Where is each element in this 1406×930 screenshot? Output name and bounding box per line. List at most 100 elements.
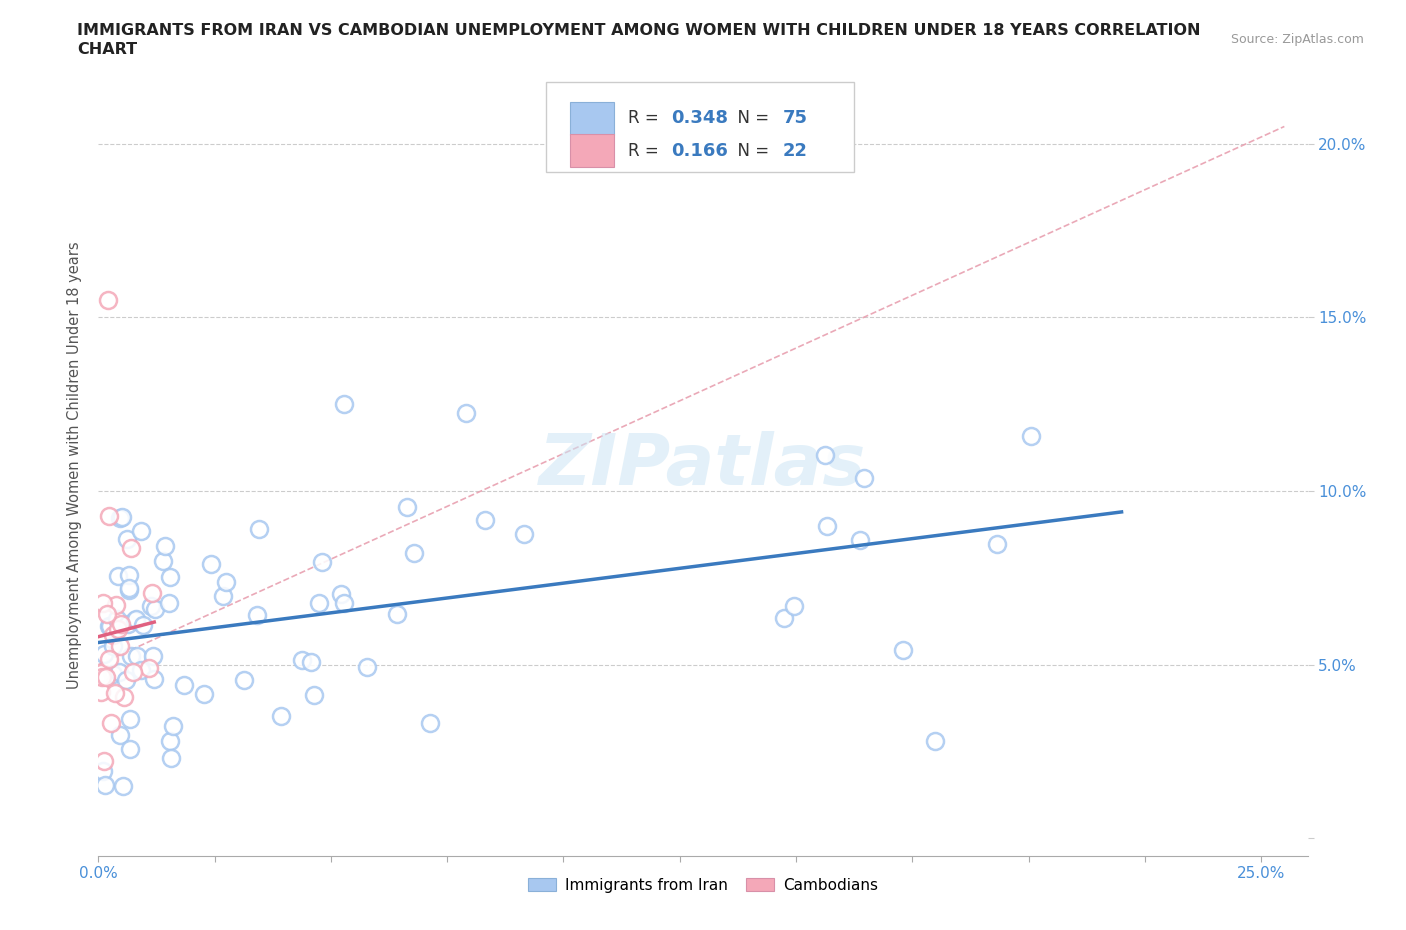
FancyBboxPatch shape bbox=[546, 82, 855, 172]
Point bbox=[162, 718, 184, 733]
Point bbox=[193, 687, 215, 702]
Point bbox=[159, 734, 181, 749]
Point bbox=[107, 568, 129, 583]
Point bbox=[772, 610, 794, 625]
Point bbox=[98, 618, 121, 633]
Point bbox=[291, 652, 314, 667]
Point bbox=[110, 617, 132, 631]
Point bbox=[474, 512, 496, 527]
Point bbox=[98, 509, 121, 524]
Point bbox=[157, 596, 180, 611]
Point bbox=[141, 585, 163, 600]
Point bbox=[117, 616, 139, 631]
Text: ZIPatlas: ZIPatlas bbox=[540, 431, 866, 499]
Point bbox=[96, 607, 118, 622]
Text: 0.348: 0.348 bbox=[672, 109, 728, 127]
Legend: Immigrants from Iran, Cambodians: Immigrants from Iran, Cambodians bbox=[522, 871, 884, 898]
Point bbox=[91, 595, 114, 610]
Point bbox=[212, 589, 235, 604]
Text: R =: R = bbox=[628, 142, 664, 160]
Point bbox=[108, 639, 131, 654]
Point bbox=[125, 612, 148, 627]
Point bbox=[849, 533, 872, 548]
Point bbox=[270, 708, 292, 723]
Text: 75: 75 bbox=[783, 109, 808, 127]
Point bbox=[108, 728, 131, 743]
Point bbox=[103, 685, 125, 700]
Text: CHART: CHART bbox=[77, 42, 138, 57]
Point bbox=[924, 734, 946, 749]
Point bbox=[138, 661, 160, 676]
Point bbox=[200, 556, 222, 571]
Point bbox=[814, 447, 837, 462]
Point bbox=[332, 596, 354, 611]
Point bbox=[815, 519, 838, 534]
Point bbox=[107, 622, 129, 637]
Point bbox=[311, 554, 333, 569]
Text: 0.166: 0.166 bbox=[672, 142, 728, 160]
Point bbox=[783, 599, 806, 614]
Point bbox=[173, 677, 195, 692]
Point bbox=[402, 546, 425, 561]
Point bbox=[129, 662, 152, 677]
Point bbox=[98, 652, 121, 667]
Point bbox=[94, 777, 117, 792]
Point bbox=[1019, 428, 1042, 443]
Point bbox=[333, 397, 356, 412]
Point bbox=[115, 672, 138, 687]
Point bbox=[215, 575, 238, 590]
Point bbox=[118, 582, 141, 597]
Text: R =: R = bbox=[628, 109, 664, 127]
Point bbox=[232, 673, 254, 688]
Point bbox=[112, 778, 135, 793]
Point bbox=[385, 606, 408, 621]
Point bbox=[143, 602, 166, 617]
Point bbox=[512, 526, 534, 541]
Text: N =: N = bbox=[727, 142, 775, 160]
Point bbox=[395, 499, 418, 514]
Point bbox=[143, 671, 166, 686]
Point bbox=[302, 687, 325, 702]
Point bbox=[94, 670, 117, 684]
Point bbox=[129, 524, 152, 538]
Point bbox=[105, 611, 128, 626]
Point bbox=[101, 638, 124, 653]
Point bbox=[124, 613, 146, 628]
Point bbox=[160, 751, 183, 765]
Point bbox=[91, 764, 114, 778]
FancyBboxPatch shape bbox=[569, 135, 613, 167]
Point bbox=[139, 599, 162, 614]
Point bbox=[142, 648, 165, 663]
Point bbox=[330, 586, 353, 601]
Point bbox=[249, 522, 271, 537]
Point bbox=[299, 655, 322, 670]
Point bbox=[120, 648, 142, 663]
Point bbox=[120, 711, 142, 726]
Point bbox=[108, 511, 131, 525]
Point bbox=[90, 665, 112, 680]
Point bbox=[853, 471, 876, 485]
Point bbox=[93, 754, 115, 769]
Point bbox=[132, 618, 155, 632]
Point bbox=[152, 553, 174, 568]
Point bbox=[100, 716, 122, 731]
Point bbox=[118, 568, 141, 583]
Point bbox=[118, 580, 141, 595]
Point bbox=[90, 684, 112, 699]
Point bbox=[356, 659, 378, 674]
Point bbox=[986, 537, 1008, 551]
Point bbox=[108, 665, 131, 680]
Point bbox=[101, 667, 124, 682]
Text: 22: 22 bbox=[783, 142, 808, 160]
Point bbox=[101, 627, 124, 642]
Point bbox=[891, 643, 914, 658]
Point bbox=[111, 510, 134, 525]
Point bbox=[93, 647, 115, 662]
Text: IMMIGRANTS FROM IRAN VS CAMBODIAN UNEMPLOYMENT AMONG WOMEN WITH CHILDREN UNDER 1: IMMIGRANTS FROM IRAN VS CAMBODIAN UNEMPL… bbox=[77, 23, 1201, 38]
FancyBboxPatch shape bbox=[569, 101, 613, 135]
Point bbox=[454, 405, 477, 420]
Y-axis label: Unemployment Among Women with Children Under 18 years: Unemployment Among Women with Children U… bbox=[67, 241, 83, 689]
Point bbox=[115, 531, 138, 546]
Point bbox=[127, 649, 149, 664]
Point bbox=[419, 716, 441, 731]
